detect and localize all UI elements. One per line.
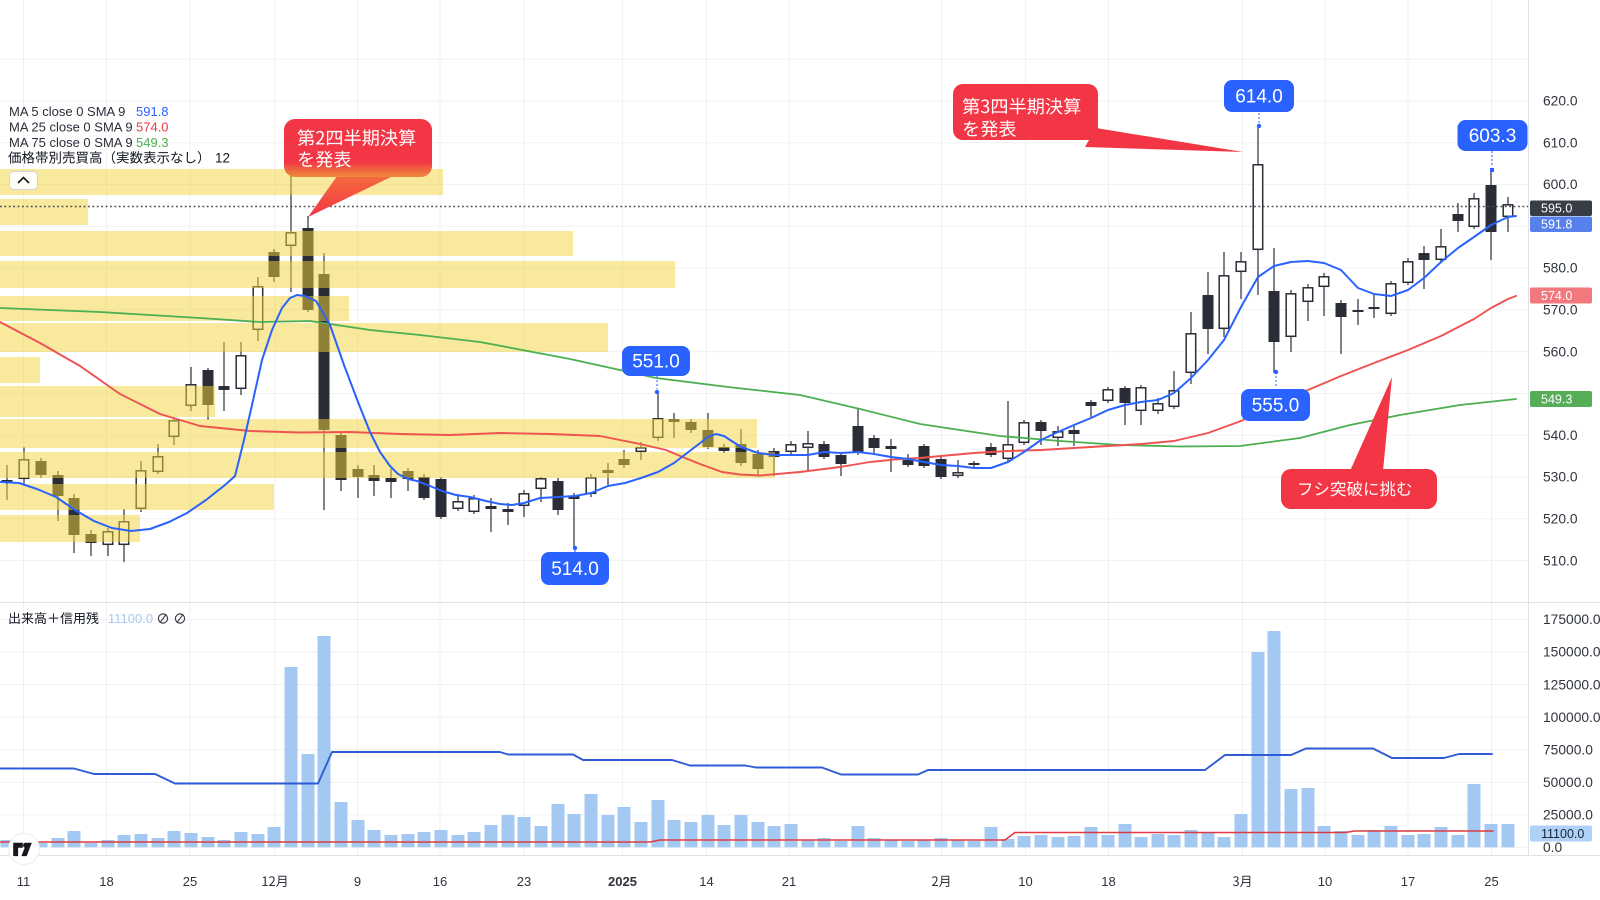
svg-text:2025: 2025 — [608, 874, 637, 889]
svg-text:17: 17 — [1401, 874, 1415, 889]
svg-text:18: 18 — [1101, 874, 1115, 889]
svg-text:125000.0: 125000.0 — [1543, 677, 1600, 692]
svg-text:595.0: 595.0 — [1541, 202, 1572, 216]
svg-text:MA 25 close 0 SMA 9: MA 25 close 0 SMA 9 — [9, 120, 133, 135]
svg-text:603.3: 603.3 — [1469, 126, 1517, 147]
svg-text:600.0: 600.0 — [1543, 177, 1578, 192]
svg-text:610.0: 610.0 — [1543, 135, 1578, 150]
svg-text:574.0: 574.0 — [136, 120, 169, 135]
svg-text:MA 75 close 0 SMA 9: MA 75 close 0 SMA 9 — [9, 135, 133, 150]
svg-text:10: 10 — [1318, 874, 1332, 889]
svg-text:23: 23 — [517, 874, 531, 889]
svg-text:580.0: 580.0 — [1543, 261, 1578, 276]
svg-text:25: 25 — [183, 874, 197, 889]
svg-text:560.0: 560.0 — [1543, 344, 1578, 359]
svg-text:574.0: 574.0 — [1541, 289, 1572, 303]
svg-text:100000.0: 100000.0 — [1543, 710, 1600, 725]
svg-text:75000.0: 75000.0 — [1543, 743, 1593, 758]
svg-text:530.0: 530.0 — [1543, 470, 1578, 485]
svg-text:11100.0: 11100.0 — [108, 611, 153, 626]
svg-text:150000.0: 150000.0 — [1543, 645, 1600, 660]
svg-text:540.0: 540.0 — [1543, 428, 1578, 443]
svg-text:21: 21 — [782, 874, 796, 889]
svg-text:591.8: 591.8 — [1541, 218, 1572, 232]
svg-text:549.3: 549.3 — [136, 135, 169, 150]
svg-text:12: 12 — [215, 151, 230, 166]
svg-text:16: 16 — [433, 874, 447, 889]
svg-text:10: 10 — [1018, 874, 1032, 889]
svg-text:9: 9 — [354, 874, 361, 889]
svg-text:175000.0: 175000.0 — [1543, 612, 1600, 627]
svg-text:620.0: 620.0 — [1543, 94, 1578, 109]
svg-text:MA 5 close 0 SMA 9: MA 5 close 0 SMA 9 — [9, 104, 125, 119]
svg-text:14: 14 — [699, 874, 713, 889]
svg-text:549.3: 549.3 — [1541, 392, 1572, 406]
svg-text:25000.0: 25000.0 — [1543, 808, 1593, 823]
svg-text:591.8: 591.8 — [136, 104, 169, 119]
svg-text:11100.0: 11100.0 — [1541, 827, 1584, 841]
svg-text:520.0: 520.0 — [1543, 512, 1578, 527]
svg-text:18: 18 — [99, 874, 113, 889]
svg-text:0.0: 0.0 — [1543, 840, 1563, 855]
svg-text:510.0: 510.0 — [1543, 553, 1578, 568]
svg-text:614.0: 614.0 — [1235, 87, 1283, 108]
svg-text:50000.0: 50000.0 — [1543, 775, 1593, 790]
svg-text:25: 25 — [1484, 874, 1498, 889]
svg-text:570.0: 570.0 — [1543, 303, 1578, 318]
svg-text:11: 11 — [17, 874, 31, 889]
svg-text:551.0: 551.0 — [632, 352, 680, 373]
svg-text:555.0: 555.0 — [1252, 396, 1300, 417]
svg-text:514.0: 514.0 — [551, 559, 599, 580]
